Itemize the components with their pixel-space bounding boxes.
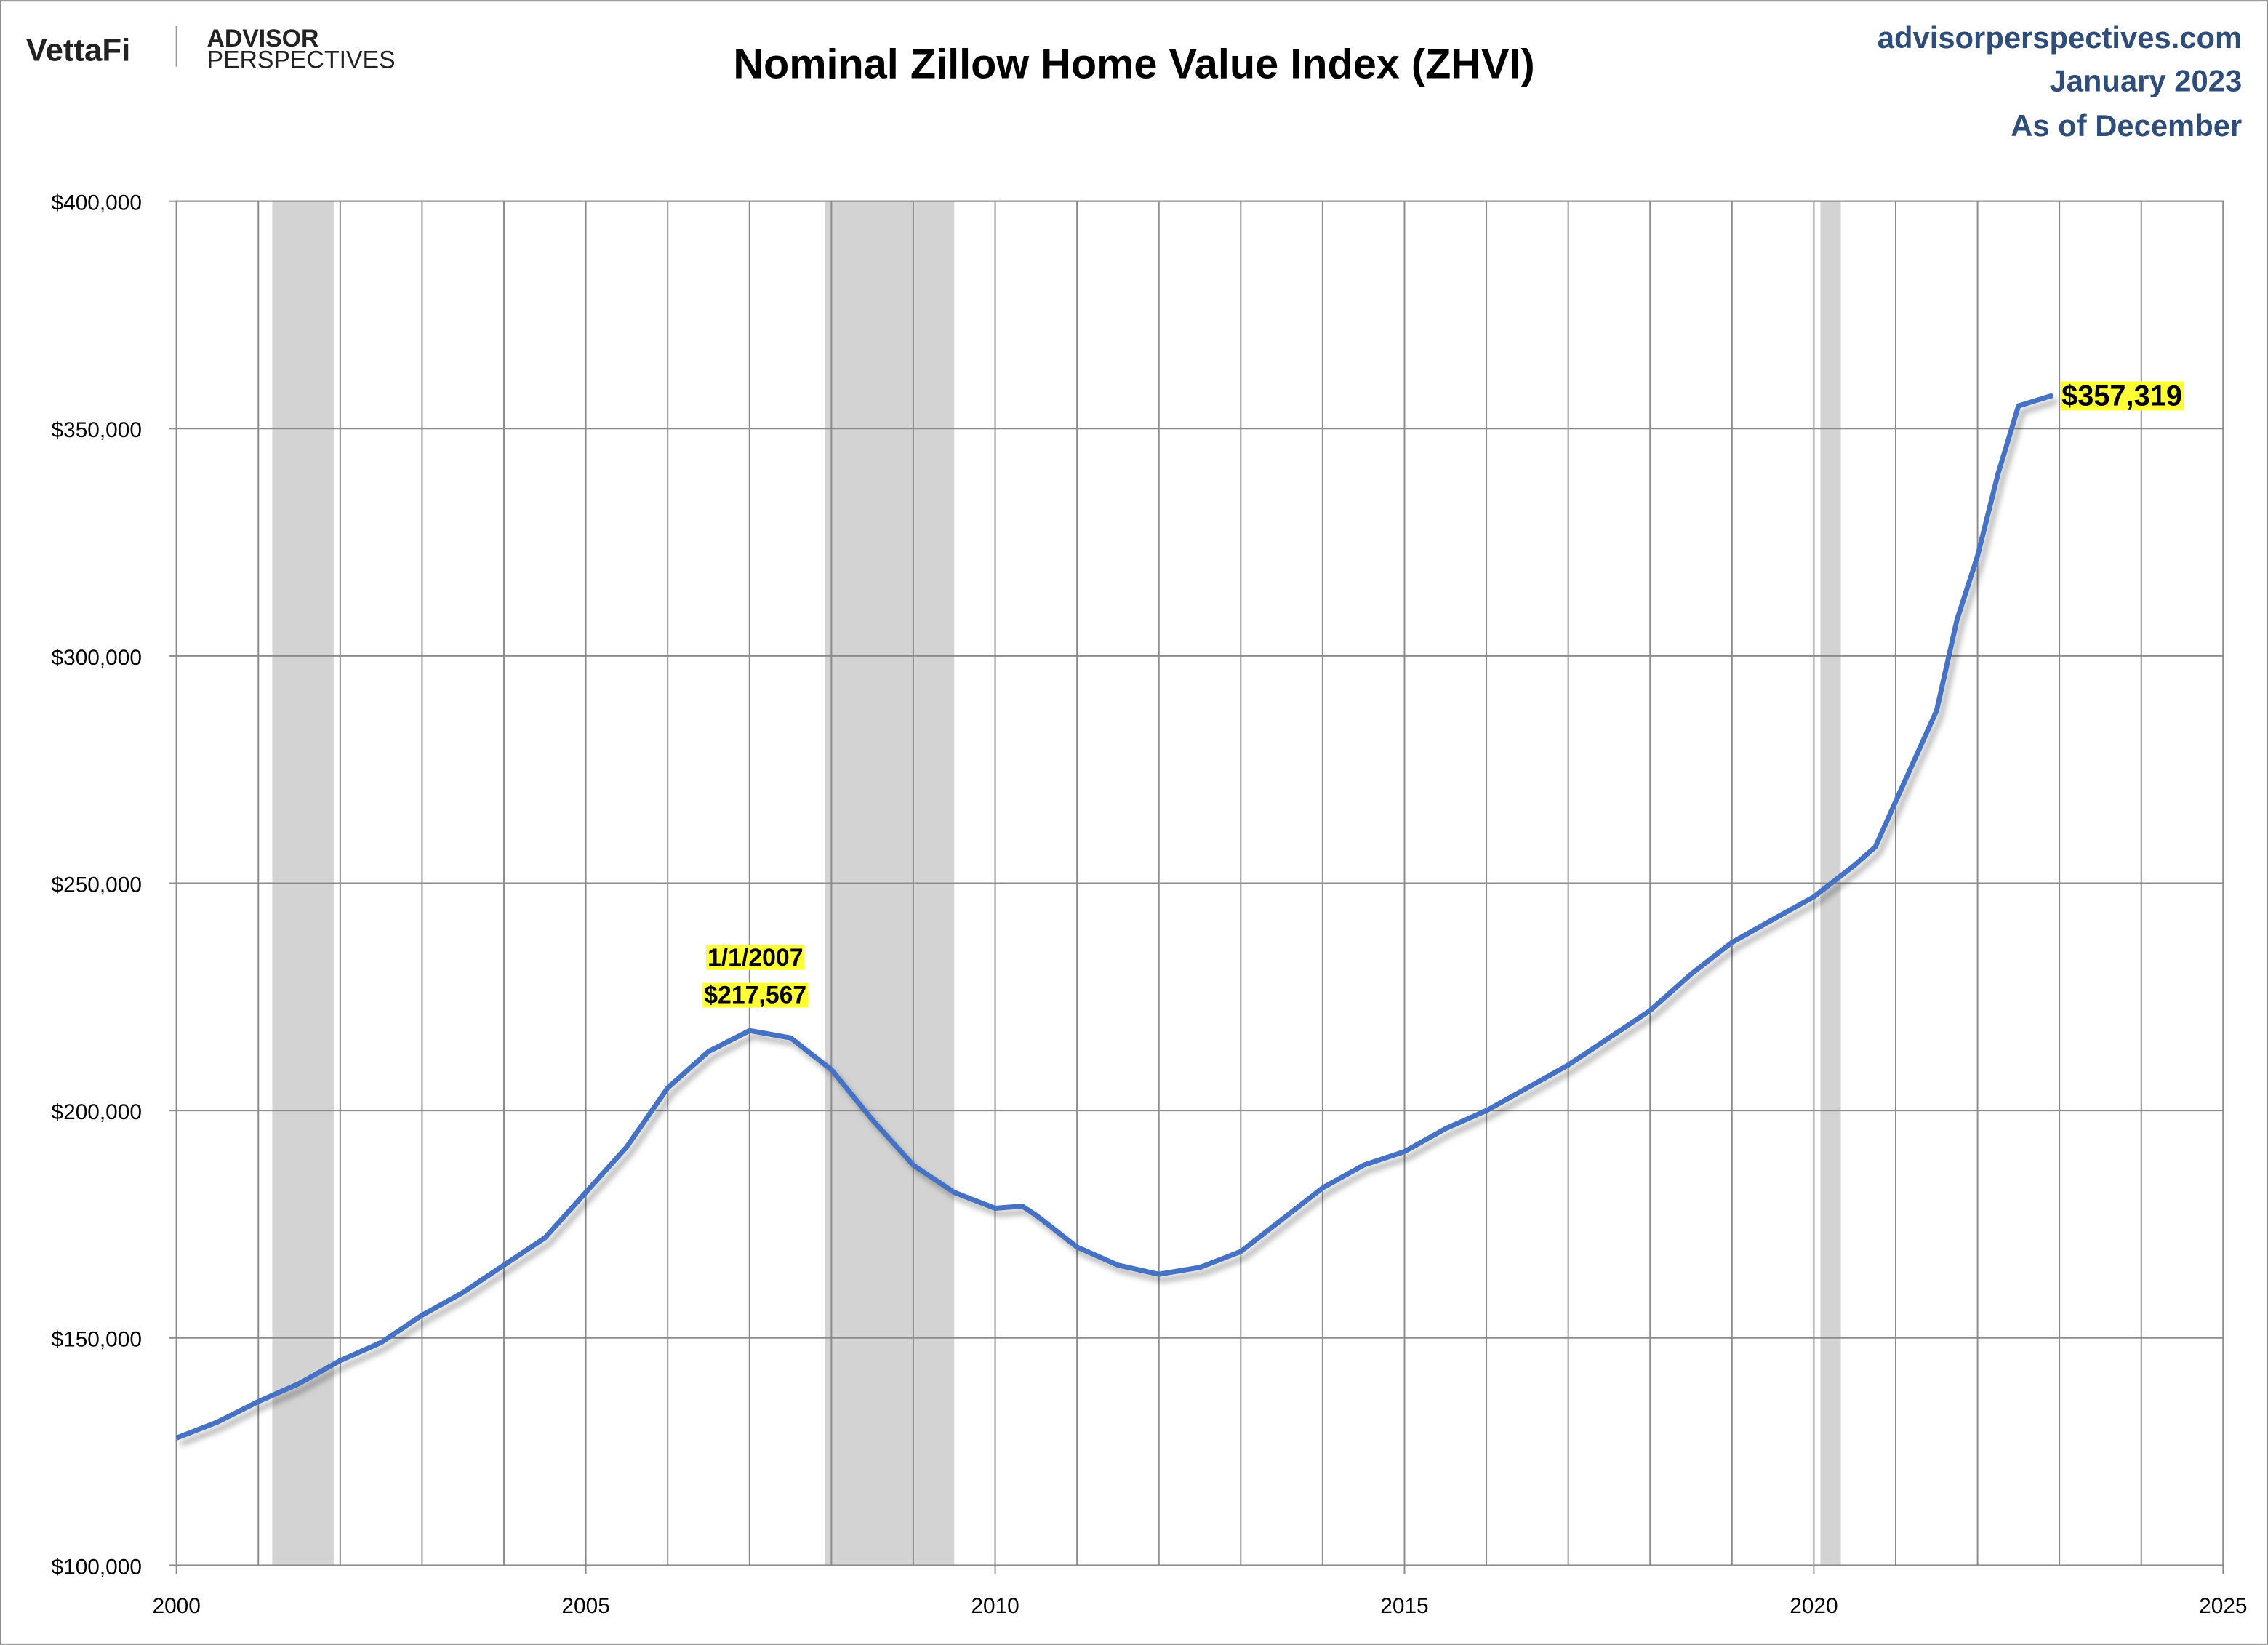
x-tick-label: 2010 — [971, 1594, 1019, 1618]
date: January 2023 — [2049, 63, 2242, 97]
annotation-highlight — [2060, 381, 2184, 411]
x-tick-label: 2000 — [152, 1594, 200, 1618]
annotation-highlight — [705, 945, 805, 970]
x-tick-label: 2015 — [1380, 1594, 1428, 1618]
brand-bottom: PERSPECTIVES — [207, 47, 395, 74]
plot-area: $100,000 $150,000 $200,000 $250,000 $300,000… — [52, 191, 2248, 1618]
y-tick-label: $200,000 — [52, 1100, 142, 1124]
data-line — [175, 393, 2054, 1441]
y-tick-label: $350,000 — [52, 418, 142, 442]
x-tick-label: 2005 — [561, 1594, 609, 1618]
annotation: 1/1/2007 — [708, 944, 804, 972]
y-tick-label: $150,000 — [52, 1328, 142, 1352]
chart-title: Nominal Zillow Home Value Index (ZHVI) — [733, 41, 1534, 88]
annotation-highlight — [702, 982, 809, 1008]
note: As of December — [2011, 108, 2242, 143]
y-tick-label: $250,000 — [52, 873, 142, 897]
source: advisorperspectives.com — [1878, 20, 2242, 55]
y-tick-label: $300,000 — [52, 646, 142, 670]
y-tick-label: $400,000 — [52, 191, 142, 215]
brand-top: ADVISOR — [207, 25, 318, 52]
x-tick-label: 2020 — [1790, 1594, 1838, 1618]
logo: VettaFi — [26, 33, 130, 68]
y-tick-label: $100,000 — [52, 1555, 142, 1579]
annotation: $357,319 — [2061, 380, 2182, 412]
annotation: $217,567 — [704, 982, 806, 1009]
x-tick-label: 2025 — [2199, 1594, 2247, 1618]
